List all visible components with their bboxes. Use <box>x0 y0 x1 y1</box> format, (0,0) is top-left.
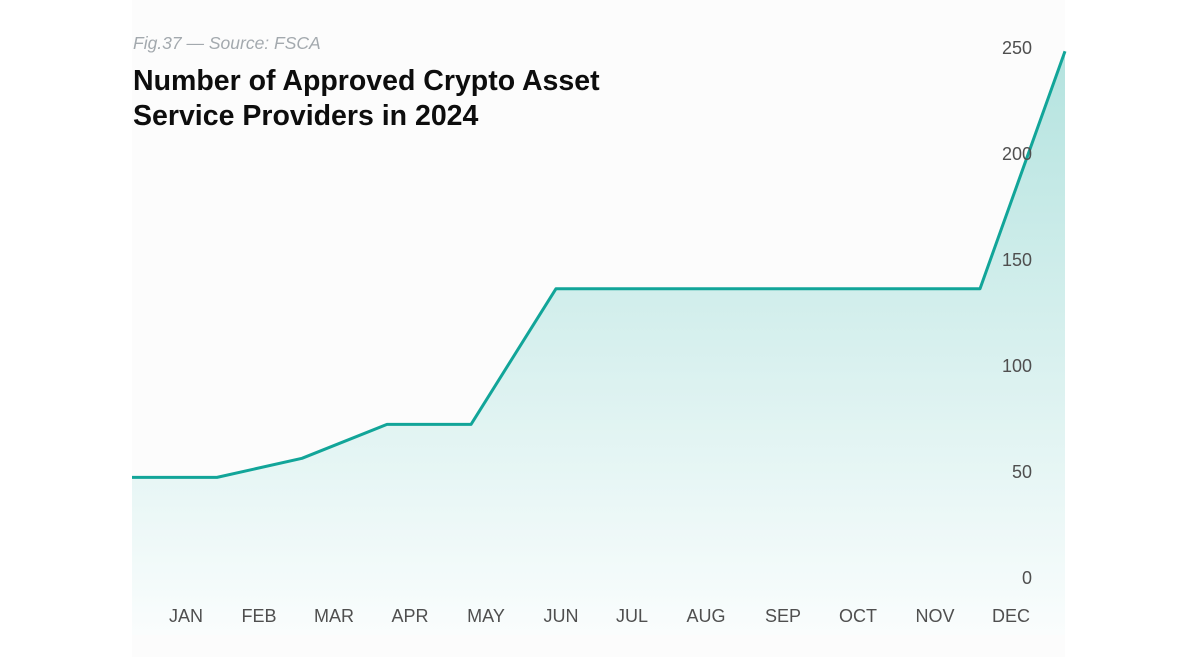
x-tick-label: JAN <box>169 606 203 626</box>
y-tick-label: 0 <box>1022 568 1032 588</box>
chart-title: Number of Approved Crypto Asset Service … <box>133 65 600 132</box>
x-tick-label: JUN <box>544 606 579 626</box>
y-tick-label: 200 <box>1002 144 1032 164</box>
y-tick-label: 50 <box>1012 462 1032 482</box>
x-tick-label: FEB <box>241 606 276 626</box>
x-tick-label: DEC <box>992 606 1030 626</box>
x-tick-label: SEP <box>765 606 801 626</box>
x-tick-label: MAY <box>467 606 505 626</box>
x-tick-label: AUG <box>686 606 725 626</box>
figure-source-label: Fig.37 — Source: FSCA <box>133 33 321 53</box>
x-tick-label: MAR <box>314 606 354 626</box>
y-tick-label: 100 <box>1002 356 1032 376</box>
area-fill <box>132 51 1065 635</box>
y-tick-label: 250 <box>1002 38 1032 58</box>
x-tick-label: JUL <box>616 606 648 626</box>
x-tick-label: APR <box>391 606 428 626</box>
x-tick-label: OCT <box>839 606 877 626</box>
x-tick-label: NOV <box>915 606 954 626</box>
y-tick-label: 150 <box>1002 250 1032 270</box>
series-line <box>132 50 1067 479</box>
